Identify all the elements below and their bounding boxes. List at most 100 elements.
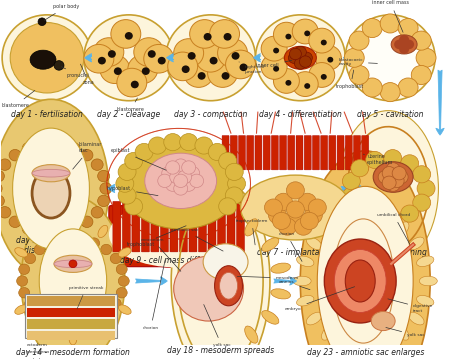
Circle shape <box>60 317 71 327</box>
Text: trophectoderm: trophectoderm <box>235 219 268 245</box>
Ellipse shape <box>118 248 131 257</box>
Circle shape <box>225 50 256 79</box>
Circle shape <box>98 170 110 182</box>
Circle shape <box>9 149 21 161</box>
Ellipse shape <box>215 266 243 306</box>
Circle shape <box>164 134 182 151</box>
Text: day 4 - differentiation: day 4 - differentiation <box>259 110 342 119</box>
Text: ectoderm: ectoderm <box>27 343 48 347</box>
Circle shape <box>285 80 292 86</box>
FancyBboxPatch shape <box>337 136 344 170</box>
Circle shape <box>0 195 4 207</box>
Circle shape <box>128 55 158 84</box>
Circle shape <box>68 223 80 234</box>
FancyBboxPatch shape <box>230 136 237 170</box>
Ellipse shape <box>391 35 417 54</box>
Circle shape <box>158 57 166 65</box>
Ellipse shape <box>245 219 258 236</box>
Circle shape <box>168 52 198 81</box>
Circle shape <box>116 264 127 275</box>
Text: yolk sac: yolk sac <box>204 304 230 347</box>
Circle shape <box>54 61 64 70</box>
Circle shape <box>0 159 11 171</box>
Circle shape <box>17 276 27 286</box>
Ellipse shape <box>321 325 335 340</box>
Text: primitive streak: primitive streak <box>69 286 104 309</box>
Circle shape <box>182 178 196 191</box>
Ellipse shape <box>21 197 125 359</box>
Circle shape <box>189 20 220 48</box>
Ellipse shape <box>334 250 386 312</box>
Circle shape <box>221 72 230 80</box>
Circle shape <box>53 139 65 150</box>
Ellipse shape <box>360 209 370 226</box>
Ellipse shape <box>306 237 322 250</box>
Ellipse shape <box>379 212 390 229</box>
Circle shape <box>342 187 360 204</box>
Circle shape <box>174 182 188 195</box>
Ellipse shape <box>118 305 131 314</box>
Circle shape <box>125 32 133 39</box>
Circle shape <box>256 15 345 101</box>
Ellipse shape <box>409 312 424 325</box>
Circle shape <box>294 58 306 69</box>
Ellipse shape <box>262 311 279 324</box>
FancyBboxPatch shape <box>247 136 254 170</box>
Text: day 7 - implantation: day 7 - implantation <box>257 248 334 257</box>
Ellipse shape <box>38 225 48 238</box>
Circle shape <box>301 52 312 64</box>
Circle shape <box>0 206 11 218</box>
Circle shape <box>34 307 45 318</box>
Circle shape <box>118 163 136 181</box>
Circle shape <box>384 150 402 167</box>
Circle shape <box>309 28 335 53</box>
Circle shape <box>9 216 21 228</box>
FancyBboxPatch shape <box>208 201 216 252</box>
Ellipse shape <box>109 201 248 268</box>
Circle shape <box>75 234 86 245</box>
Circle shape <box>304 83 310 89</box>
Ellipse shape <box>32 168 70 218</box>
Ellipse shape <box>32 165 70 182</box>
Ellipse shape <box>297 295 314 306</box>
Ellipse shape <box>0 99 108 278</box>
Ellipse shape <box>321 222 335 237</box>
Circle shape <box>37 227 49 238</box>
Ellipse shape <box>54 260 92 268</box>
Circle shape <box>81 216 93 228</box>
FancyBboxPatch shape <box>25 294 117 338</box>
Circle shape <box>294 218 312 235</box>
FancyBboxPatch shape <box>271 136 279 170</box>
Circle shape <box>195 137 213 154</box>
Ellipse shape <box>121 138 241 229</box>
Circle shape <box>366 209 384 225</box>
Circle shape <box>309 62 335 87</box>
Circle shape <box>208 143 226 160</box>
FancyBboxPatch shape <box>113 201 121 252</box>
Text: zona: zona <box>81 64 94 85</box>
Circle shape <box>398 78 418 97</box>
Circle shape <box>89 238 99 248</box>
Circle shape <box>315 45 341 70</box>
FancyBboxPatch shape <box>329 136 336 170</box>
Circle shape <box>98 195 110 207</box>
Circle shape <box>53 227 65 238</box>
Circle shape <box>232 52 239 60</box>
Circle shape <box>225 187 243 204</box>
Circle shape <box>382 167 396 180</box>
Text: blastomere: blastomere <box>117 98 145 112</box>
Circle shape <box>37 139 49 150</box>
Circle shape <box>344 48 364 67</box>
FancyBboxPatch shape <box>132 201 140 252</box>
Text: day 2 - cleavage: day 2 - cleavage <box>97 110 161 119</box>
Circle shape <box>178 171 192 184</box>
Circle shape <box>351 200 369 217</box>
Circle shape <box>125 153 143 169</box>
FancyBboxPatch shape <box>345 136 352 170</box>
Circle shape <box>131 81 139 88</box>
Circle shape <box>411 65 431 84</box>
Circle shape <box>345 15 435 101</box>
Ellipse shape <box>340 334 351 350</box>
Circle shape <box>327 57 333 62</box>
Text: digestive
tract: digestive tract <box>388 299 433 313</box>
